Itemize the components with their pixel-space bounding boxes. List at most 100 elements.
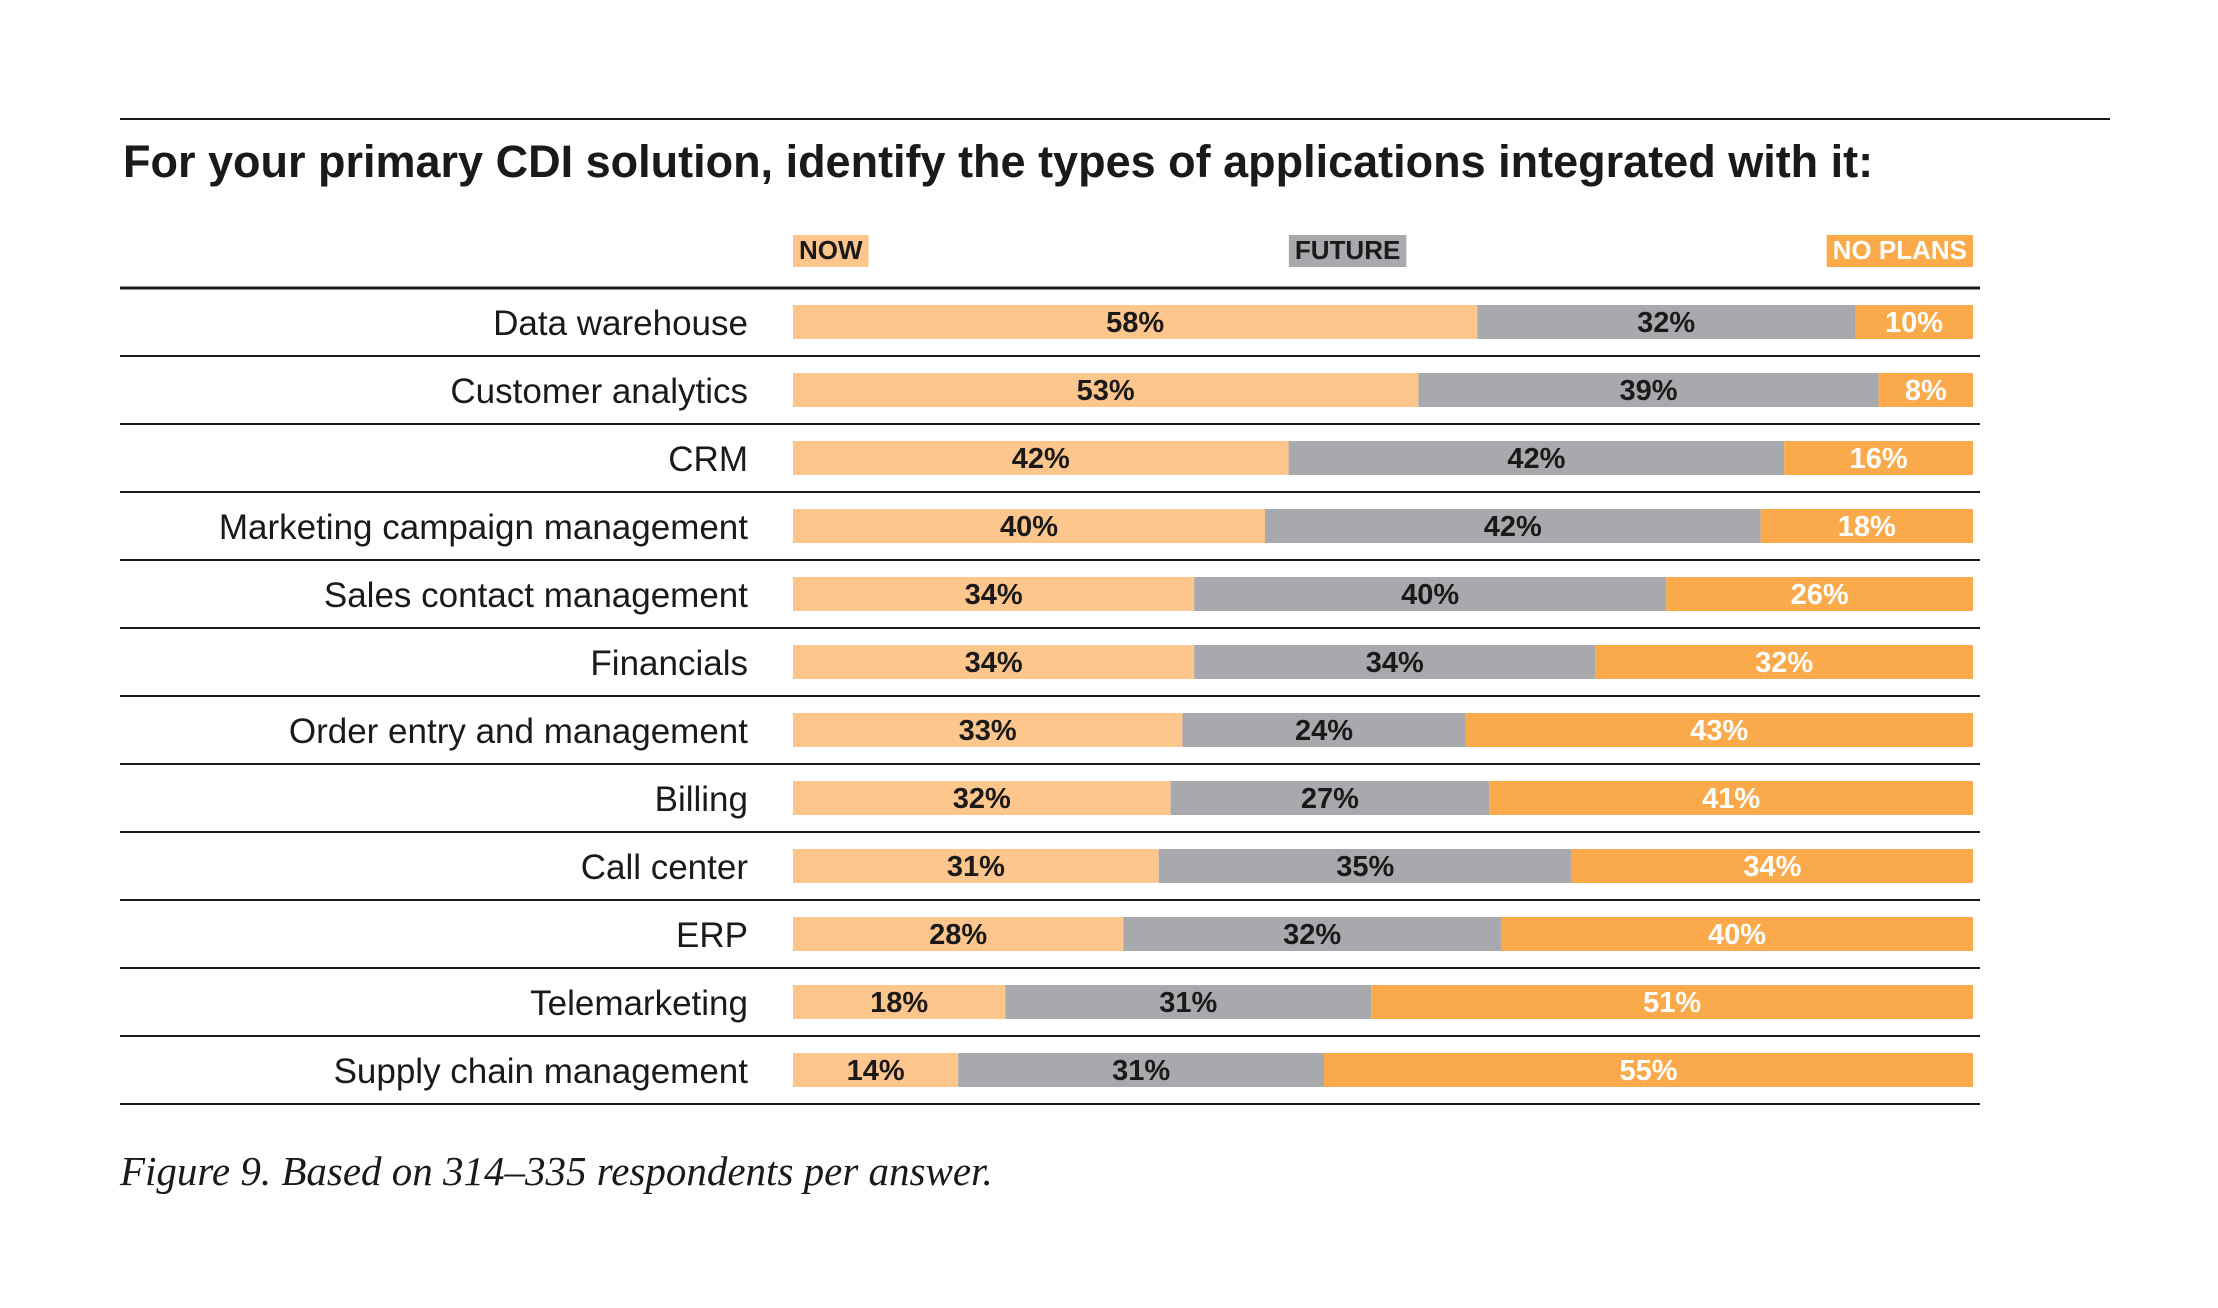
bar-row: Order entry and management 33% 24% 43% (120, 712, 1980, 765)
bar-segment-no-plans (1371, 985, 1973, 1019)
data-label-future: 42% (1507, 443, 1565, 475)
legend-label-future: FUTURE (1295, 235, 1400, 265)
bar-row: Telemarketing 18% 31% 51% (120, 984, 1980, 1037)
data-label-now: 32% (953, 783, 1011, 815)
bar-row: Data warehouse 58% 32% 10% (120, 304, 1980, 357)
bar-segment-future (1158, 849, 1572, 883)
bar-segment-now (793, 985, 1006, 1019)
bar-segment-no-plans (1571, 849, 1973, 883)
data-label-future: 42% (1484, 511, 1542, 543)
bar-row: ERP 28% 32% 40% (120, 916, 1980, 969)
data-label-now: 34% (965, 647, 1023, 679)
data-label-now: 31% (947, 851, 1005, 883)
bar-segment-now (793, 781, 1171, 815)
data-label-no-plans: 16% (1850, 443, 1908, 475)
legend-label-now: NOW (799, 235, 863, 265)
category-label: Marketing campaign management (219, 508, 748, 547)
chart-title: For your primary CDI solution, identify … (123, 136, 1873, 187)
data-label-future: 40% (1401, 579, 1459, 611)
data-label-future: 35% (1336, 851, 1394, 883)
bar-segment-now (793, 441, 1289, 475)
legend-swatch-no-plans (1826, 235, 1973, 267)
bar-segment-future (1182, 713, 1466, 747)
legend-label-no-plans: NO PLANS (1833, 235, 1967, 265)
bar-row: Customer analytics 53% 39% 8% (120, 372, 1980, 425)
data-label-now: 33% (959, 715, 1017, 747)
data-label-no-plans: 55% (1619, 1055, 1677, 1087)
data-label-future: 24% (1295, 715, 1353, 747)
data-label-now: 14% (847, 1055, 905, 1087)
bar-row: Sales contact management 34% 40% 26% (120, 576, 1980, 629)
category-label: Financials (590, 644, 748, 683)
bar-row: Financials 34% 34% 32% (120, 644, 1980, 697)
data-label-no-plans: 32% (1755, 647, 1813, 679)
data-label-future: 31% (1159, 987, 1217, 1019)
data-label-no-plans: 34% (1743, 851, 1801, 883)
data-label-now: 34% (965, 579, 1023, 611)
category-label: Supply chain management (334, 1052, 749, 1091)
category-label: Order entry and management (289, 712, 748, 751)
category-label: CRM (668, 440, 748, 479)
bar-segment-no-plans (1878, 373, 1973, 407)
data-label-now: 18% (870, 987, 928, 1019)
category-label: Billing (655, 780, 748, 819)
bar-segment-now (793, 917, 1124, 951)
category-label: Sales contact management (324, 576, 748, 615)
bar-segment-future (1170, 781, 1490, 815)
bar-row: CRM 42% 42% 16% (120, 440, 1980, 493)
bar-segment-future (1194, 577, 1667, 611)
data-label-future: 32% (1283, 919, 1341, 951)
bar-segment-no-plans (1595, 645, 1973, 679)
bar-segment-no-plans (1666, 577, 1973, 611)
bar-segment-now (793, 373, 1419, 407)
category-label: Call center (581, 848, 749, 887)
data-label-no-plans: 41% (1702, 783, 1760, 815)
bar-segment-future (1288, 441, 1785, 475)
data-label-future: 34% (1366, 647, 1424, 679)
data-label-future: 27% (1301, 783, 1359, 815)
bar-segment-no-plans (1501, 917, 1973, 951)
bar-segment-future (1265, 509, 1761, 543)
bar-segment-no-plans (1760, 509, 1973, 543)
data-label-no-plans: 26% (1791, 579, 1849, 611)
data-label-future: 32% (1637, 307, 1695, 339)
bar-row: Marketing campaign management 40% 42% 18% (120, 508, 1980, 561)
legend-swatch-now (793, 235, 869, 267)
bar-segment-now (793, 509, 1265, 543)
bar-row: Call center 31% 35% 34% (120, 848, 1980, 901)
bar-segment-now (793, 577, 1195, 611)
bar-segment-now (793, 645, 1195, 679)
category-label: ERP (676, 916, 748, 955)
legend-item-no-plans: NO PLANS (1826, 235, 1973, 267)
bar-segment-future (1477, 305, 1855, 339)
legend: NOW FUTURE NO PLANS (793, 235, 1973, 267)
bar-segment-no-plans (1324, 1053, 1973, 1087)
bar-segment-future (958, 1053, 1324, 1087)
data-label-no-plans: 8% (1905, 375, 1947, 407)
bar-segment-now (793, 1053, 959, 1087)
legend-swatch-future (1288, 235, 1407, 267)
data-label-no-plans: 51% (1643, 987, 1701, 1019)
bar-segment-future (1005, 985, 1372, 1019)
data-label-future: 31% (1112, 1055, 1170, 1087)
data-label-no-plans: 40% (1708, 919, 1766, 951)
data-label-now: 58% (1106, 307, 1164, 339)
data-label-future: 39% (1619, 375, 1677, 407)
chart-rows: Data warehouse 58% 32% 10% Customer analytic… (120, 304, 1980, 1105)
bar-segment-no-plans (1489, 781, 1973, 815)
bar-segment-no-plans (1784, 441, 1973, 475)
bar-segment-now (793, 849, 1159, 883)
bar-segment-future (1418, 373, 1879, 407)
data-label-no-plans: 43% (1690, 715, 1748, 747)
data-label-no-plans: 10% (1885, 307, 1943, 339)
data-label-now: 53% (1077, 375, 1135, 407)
legend-item-now: NOW (793, 235, 869, 267)
bar-segment-now (793, 713, 1183, 747)
category-label: Telemarketing (530, 984, 748, 1023)
bar-row: Supply chain management 14% 31% 55% (120, 1052, 1980, 1105)
legend-item-future: FUTURE (1288, 235, 1407, 267)
category-label: Customer analytics (450, 372, 748, 411)
bar-segment-no-plans (1465, 713, 1973, 747)
data-label-no-plans: 18% (1838, 511, 1896, 543)
